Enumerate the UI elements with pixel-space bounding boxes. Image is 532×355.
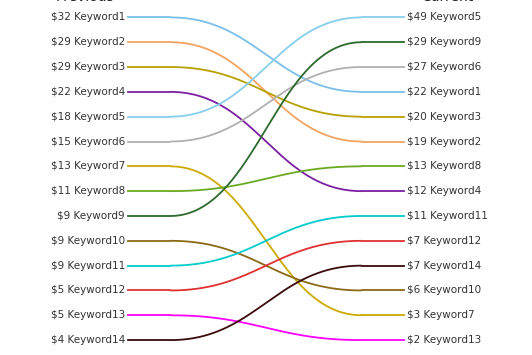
Text: $49 Keyword5: $49 Keyword5 bbox=[407, 12, 481, 22]
Text: $7 Keyword14: $7 Keyword14 bbox=[407, 261, 481, 271]
Text: $13 Keyword7: $13 Keyword7 bbox=[51, 161, 125, 171]
Text: $5 Keyword13: $5 Keyword13 bbox=[51, 310, 125, 320]
Text: $18 Keyword5: $18 Keyword5 bbox=[51, 112, 125, 122]
Text: $19 Keyword2: $19 Keyword2 bbox=[407, 137, 481, 147]
Text: $11 Keyword11: $11 Keyword11 bbox=[407, 211, 488, 221]
Text: $11 Keyword8: $11 Keyword8 bbox=[51, 186, 125, 196]
Text: $5 Keyword12: $5 Keyword12 bbox=[51, 285, 125, 295]
Text: $29 Keyword2: $29 Keyword2 bbox=[51, 37, 125, 47]
Text: $29 Keyword3: $29 Keyword3 bbox=[51, 62, 125, 72]
Text: $12 Keyword4: $12 Keyword4 bbox=[407, 186, 481, 196]
Text: $20 Keyword3: $20 Keyword3 bbox=[407, 112, 481, 122]
Text: $7 Keyword12: $7 Keyword12 bbox=[407, 236, 481, 246]
Text: $2 Keyword13: $2 Keyword13 bbox=[407, 335, 481, 345]
Text: $29 Keyword9: $29 Keyword9 bbox=[407, 37, 481, 47]
Text: $27 Keyword6: $27 Keyword6 bbox=[407, 62, 481, 72]
Text: $9 Keyword9: $9 Keyword9 bbox=[57, 211, 125, 221]
Text: $6 Keyword10: $6 Keyword10 bbox=[407, 285, 481, 295]
Text: $15 Keyword6: $15 Keyword6 bbox=[51, 137, 125, 147]
Text: Current: Current bbox=[421, 0, 473, 4]
Text: $32 Keyword1: $32 Keyword1 bbox=[51, 12, 125, 22]
Text: $22 Keyword1: $22 Keyword1 bbox=[407, 87, 481, 97]
Text: $9 Keyword11: $9 Keyword11 bbox=[51, 261, 125, 271]
Text: Previous: Previous bbox=[56, 0, 114, 4]
Text: $9 Keyword10: $9 Keyword10 bbox=[51, 236, 125, 246]
Text: $3 Keyword7: $3 Keyword7 bbox=[407, 310, 475, 320]
Text: $4 Keyword14: $4 Keyword14 bbox=[51, 335, 125, 345]
Text: $13 Keyword8: $13 Keyword8 bbox=[407, 161, 481, 171]
Text: $22 Keyword4: $22 Keyword4 bbox=[51, 87, 125, 97]
